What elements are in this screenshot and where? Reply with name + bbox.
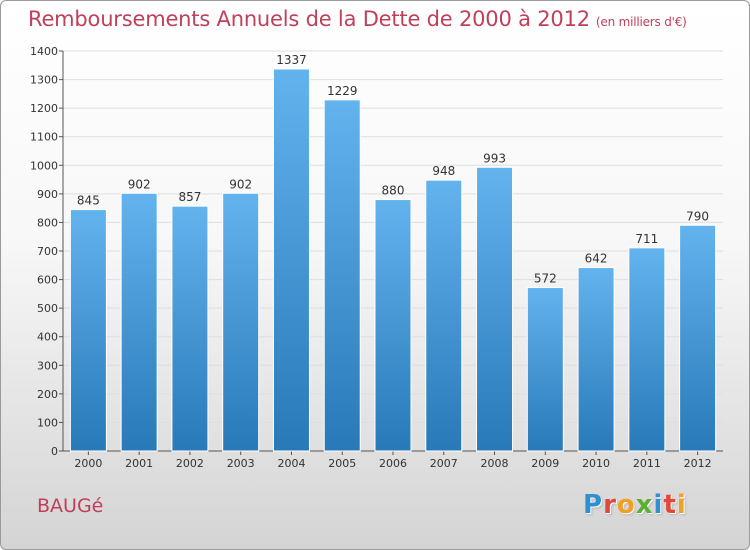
bar (69, 209, 107, 452)
y-tick-label: 700 (37, 245, 58, 258)
x-tick-label: 2007 (430, 457, 458, 470)
logo-letter: r (603, 490, 617, 520)
y-tick-label: 100 (37, 416, 58, 429)
bar-value-label: 857 (178, 190, 201, 204)
bar-value-label: 845 (77, 194, 100, 208)
y-tick-label: 400 (37, 331, 58, 344)
bar-value-label: 642 (585, 252, 608, 266)
y-tick-label: 600 (37, 274, 58, 287)
bar (577, 267, 615, 452)
chart-title: Remboursements Annuels de la Dette de 20… (28, 7, 687, 31)
y-tick-label: 1400 (30, 45, 58, 58)
y-tick-label: 1200 (30, 102, 58, 115)
y-tick-label: 1300 (30, 74, 58, 87)
bars (69, 68, 717, 452)
bar (222, 192, 260, 452)
logo-letter: o (616, 490, 636, 520)
y-tick-label: 0 (51, 445, 58, 458)
bar (679, 224, 717, 452)
proxiti-logo[interactable]: Proxiti (583, 490, 687, 520)
x-tick-label: 2009 (531, 457, 559, 470)
bar-value-label: 902 (128, 177, 151, 191)
bar-value-label: 711 (635, 232, 658, 246)
x-tick-label: 2008 (481, 457, 509, 470)
city-name: BAUGé (37, 495, 104, 517)
bar (120, 192, 158, 452)
bar-value-label: 948 (432, 164, 455, 178)
bar-value-label: 1337 (276, 53, 307, 67)
bar (323, 99, 361, 452)
logo-letter: P (583, 490, 604, 520)
x-tick-label: 2000 (74, 457, 102, 470)
y-tick-label: 200 (37, 388, 58, 401)
logo-letter: t (663, 490, 677, 520)
x-tick-label: 2004 (277, 457, 305, 470)
logo-letter: i (676, 490, 687, 520)
logo-letter: x (635, 490, 654, 520)
bar-value-label: 1229 (327, 84, 358, 98)
chart-subtitle: (en milliers d'€) (595, 15, 687, 29)
bar-value-label: 902 (229, 177, 252, 191)
bar (476, 166, 514, 452)
x-tick-label: 2012 (684, 457, 712, 470)
x-tick-label: 2001 (125, 457, 153, 470)
bar (374, 199, 412, 452)
bar (425, 179, 463, 452)
x-tick-label: 2010 (582, 457, 610, 470)
bar-value-label: 880 (382, 184, 405, 198)
x-tick-label: 2002 (176, 457, 204, 470)
bar-value-label: 790 (686, 209, 709, 223)
x-tick-label: 2006 (379, 457, 407, 470)
bar (526, 287, 564, 452)
x-tick-label: 2003 (227, 457, 255, 470)
bar (272, 68, 310, 452)
bar-value-label: 993 (483, 151, 506, 165)
bar-value-label: 572 (534, 272, 557, 286)
chart-title-text: Remboursements Annuels de la Dette de 20… (28, 7, 590, 31)
y-tick-label: 300 (37, 359, 58, 372)
y-tick-label: 900 (37, 188, 58, 201)
logo-letter: i (653, 490, 664, 520)
data-labels: 845 902 857 902 1337 1229 880 948 993 572 642 711 79… (77, 53, 709, 286)
y-tick-label: 800 (37, 216, 58, 229)
x-tick-label: 2005 (328, 457, 356, 470)
y-tick-label: 500 (37, 302, 58, 315)
y-tick-label: 1100 (30, 131, 58, 144)
x-tick-label: 2011 (633, 457, 661, 470)
bar (628, 247, 666, 452)
bar (171, 205, 209, 452)
y-tick-label: 1000 (30, 159, 58, 172)
